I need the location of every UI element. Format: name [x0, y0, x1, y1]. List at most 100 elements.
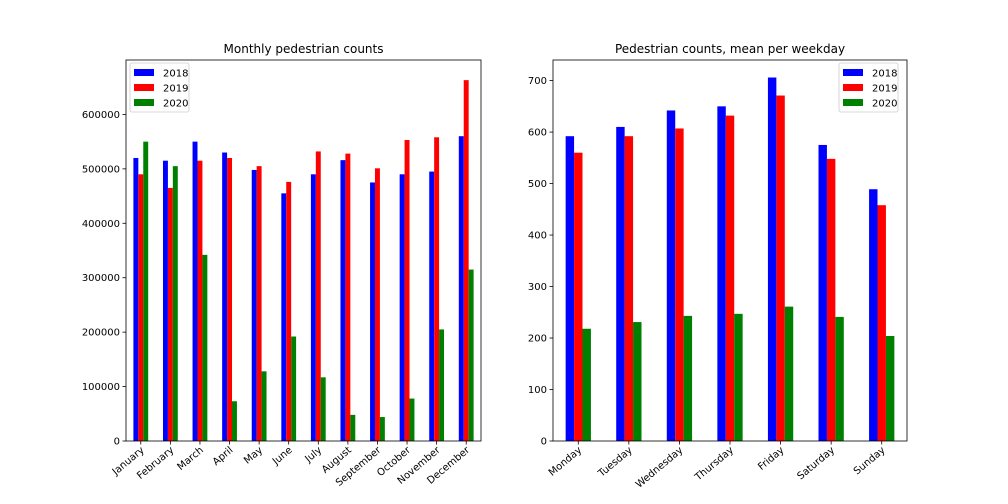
- bar-2019-april: [227, 157, 233, 441]
- x-tick-label: Tuesday: [596, 445, 635, 480]
- bar-2018-january: [133, 157, 139, 441]
- y-tick-label: 100000: [82, 382, 120, 393]
- bar-2018-sunday: [869, 189, 878, 441]
- chart-title: Pedestrian counts, mean per weekday: [615, 42, 845, 56]
- bar-2019-january: [138, 174, 144, 442]
- bars: [133, 80, 474, 442]
- legend-swatch-2020: [134, 99, 154, 106]
- legend-label-2019: 2019: [163, 84, 188, 95]
- bar-2019-september: [374, 168, 380, 441]
- bar-2020-december: [468, 269, 474, 441]
- bar-2020-february: [172, 166, 178, 441]
- bar-2020-march: [202, 254, 208, 441]
- bar-2019-friday: [776, 95, 785, 441]
- legend-swatch-2018: [134, 69, 154, 76]
- bar-2020-august: [350, 414, 356, 441]
- legend-swatch-2019: [843, 84, 863, 91]
- bar-2019-june: [286, 181, 292, 442]
- bar-2018-friday: [767, 77, 777, 441]
- x-tick-label: Friday: [756, 445, 786, 473]
- y-tick-label: 0: [541, 437, 547, 448]
- x-tick-label: May: [242, 445, 265, 467]
- bar-2018-november: [429, 171, 435, 441]
- bar-2019-february: [167, 187, 173, 441]
- bar-2019-may: [256, 166, 262, 441]
- y-tick-label: 300: [528, 282, 547, 293]
- y-axis: 0 100000 200000 300000 400000 500000 600000: [82, 110, 126, 448]
- legend-label-2018: 2018: [163, 69, 188, 80]
- bar-2018-august: [340, 160, 346, 441]
- x-tick-label: Sunday: [852, 445, 888, 478]
- bar-2019-july: [315, 151, 321, 441]
- bar-2018-monday: [565, 136, 575, 441]
- bar-2018-december: [458, 136, 464, 441]
- bar-2020-september: [379, 417, 385, 441]
- x-tick-label: June: [270, 445, 295, 468]
- y-tick-label: 500: [528, 179, 547, 190]
- y-tick-label: 500000: [82, 164, 120, 175]
- chart-title: Monthly pedestrian counts: [224, 42, 384, 56]
- y-tick-label: 600000: [82, 110, 120, 121]
- x-tick-label: Monday: [547, 445, 584, 479]
- x-axis: Monday Tuesday Wednesday Thursday Friday Satu…: [547, 441, 888, 491]
- y-tick-label: 200: [528, 334, 547, 345]
- legend-swatch-2019: [134, 84, 154, 91]
- bar-2019-december: [463, 80, 469, 441]
- bar-2020-monday: [582, 328, 591, 441]
- bar-2020-thursday: [734, 313, 743, 441]
- y-tick-label: 400: [528, 231, 547, 242]
- legend: 2018 2019 2020: [129, 62, 190, 113]
- bar-2018-thursday: [717, 106, 726, 441]
- legend-swatch-2018: [843, 69, 863, 76]
- y-tick-label: 400000: [82, 219, 120, 230]
- y-tick-label: 200000: [82, 328, 120, 339]
- bar-2018-tuesday: [616, 126, 625, 442]
- bar-2019-thursday: [725, 115, 735, 442]
- bar-2018-february: [162, 160, 168, 441]
- bar-2020-tuesday: [633, 322, 642, 441]
- bar-2018-september: [370, 182, 375, 441]
- bar-2019-monday: [574, 152, 583, 441]
- bar-2020-january: [143, 141, 149, 441]
- y-tick-label: 100: [528, 385, 547, 396]
- bar-2020-june: [291, 336, 297, 441]
- bar-2018-may: [251, 169, 257, 441]
- bar-2019-august: [345, 153, 351, 441]
- bar-2020-saturday: [835, 316, 844, 441]
- bar-2019-wednesday: [675, 128, 684, 442]
- weekday-chart: Pedestrian counts, mean per weekday 0 100 2…: [528, 42, 908, 491]
- legend-label-2019: 2019: [872, 84, 897, 95]
- bar-2019-saturday: [826, 158, 836, 441]
- bars: [565, 77, 895, 442]
- y-tick-label: 700: [528, 76, 547, 87]
- bar-2020-friday: [784, 306, 794, 441]
- bar-2020-november: [439, 329, 445, 441]
- bar-2018-march: [192, 141, 198, 441]
- bar-2018-october: [399, 174, 405, 442]
- bar-2020-wednesday: [683, 315, 693, 441]
- y-tick-label: 0: [114, 437, 120, 448]
- x-tick-label: March: [175, 445, 205, 473]
- plot-frame: [125, 59, 482, 442]
- bar-2019-october: [404, 140, 410, 441]
- bar-2019-sunday: [877, 205, 886, 441]
- bar-2020-july: [320, 377, 326, 441]
- y-tick-label: 300000: [82, 273, 120, 284]
- x-tick-label: April: [211, 445, 236, 468]
- x-tick-label: Wednesday: [634, 445, 685, 491]
- bar-2019-november: [434, 137, 440, 442]
- x-tick-label: Thursday: [692, 445, 736, 484]
- bar-2020-may: [261, 371, 267, 441]
- bar-2020-sunday: [885, 335, 895, 441]
- bar-2019-march: [197, 160, 203, 441]
- bar-2018-saturday: [818, 144, 827, 441]
- monthly-chart: Monthly pedestrian counts 0 100000 200000 30…: [82, 42, 482, 489]
- y-axis: 0 100 200 300 400 500 600 700: [528, 76, 553, 448]
- legend-swatch-2020: [843, 99, 863, 106]
- bar-2020-october: [409, 398, 415, 441]
- legend-label-2018: 2018: [872, 69, 897, 80]
- legend-label-2020: 2020: [872, 99, 897, 110]
- legend-label-2020: 2020: [163, 99, 188, 110]
